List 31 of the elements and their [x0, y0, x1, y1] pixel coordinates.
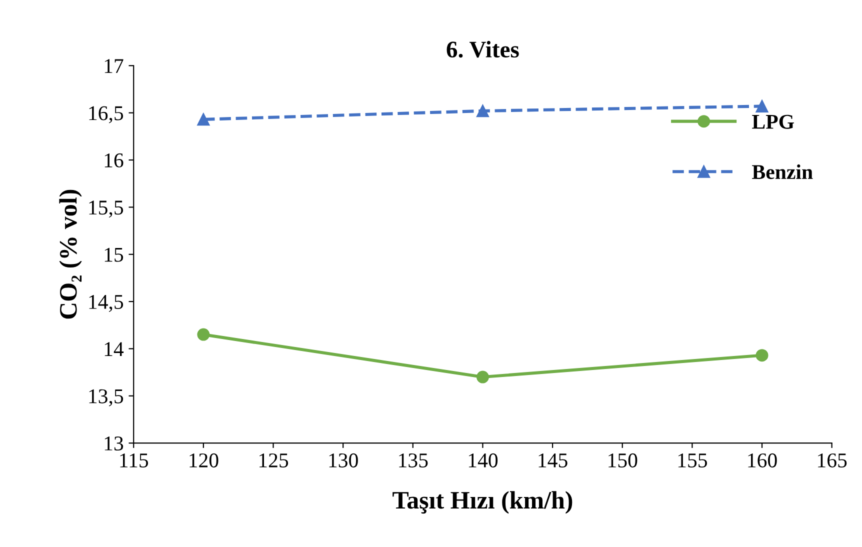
point	[476, 104, 489, 118]
y-tick-label: 15	[104, 248, 124, 262]
x-tick-label: 165	[818, 453, 847, 468]
point	[756, 100, 768, 112]
y-tick-label: 16	[104, 153, 124, 168]
x-tick-label: 145	[538, 453, 568, 468]
point	[197, 328, 210, 341]
y-tick-label: 15,5	[89, 200, 124, 218]
x-tick-label: 150	[608, 453, 638, 468]
chart-title: 6. Vites	[446, 40, 519, 58]
point	[197, 113, 210, 126]
x-tick-label: 130	[329, 453, 358, 468]
point	[756, 349, 768, 362]
y-tick-label: 14	[104, 342, 124, 356]
y-tick-label: 13,5	[89, 389, 124, 406]
y-tick-label: 13	[104, 436, 124, 451]
x-tick-label: 125	[259, 453, 288, 468]
y-tick-label: 16,5	[89, 106, 124, 124]
x-axis-title: Taşıt Hızı (km/h)	[392, 491, 572, 514]
legend-label: LPG	[752, 114, 794, 129]
legend-label: Benzin	[752, 164, 813, 180]
y-axis-title: CO₂ (% vol)	[59, 190, 82, 319]
x-tick-label: 135	[399, 453, 428, 468]
x-tick-label: 115	[120, 453, 148, 468]
point	[476, 370, 489, 384]
x-tick-label: 120	[190, 453, 218, 468]
x-tick-label: 140	[468, 453, 498, 468]
x-tick-label: 160	[748, 453, 777, 468]
y-tick-label: 17	[104, 59, 124, 73]
x-tick-label: 155	[678, 453, 707, 468]
y-tick-label: 14,5	[89, 295, 124, 312]
